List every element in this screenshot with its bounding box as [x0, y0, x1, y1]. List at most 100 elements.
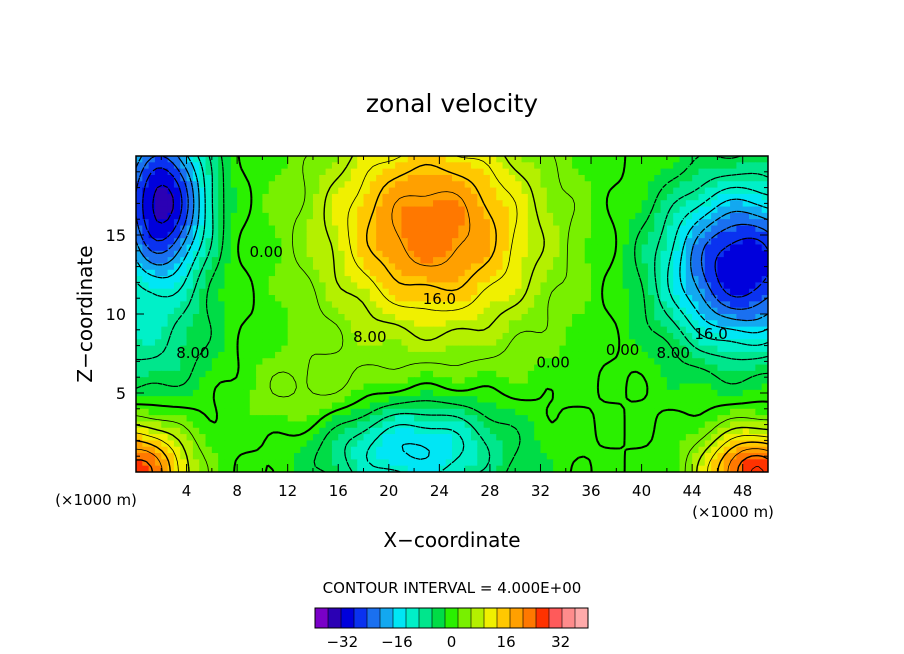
field-cell [376, 174, 384, 182]
field-cell [445, 212, 453, 220]
field-cell [496, 257, 504, 265]
field-cell [407, 200, 415, 208]
field-cell [698, 238, 706, 246]
field-cell [433, 200, 440, 208]
field-cell [350, 421, 358, 429]
field-cell [180, 396, 188, 404]
field-cell [192, 193, 200, 201]
field-cell [723, 345, 731, 353]
field-cell [711, 200, 719, 208]
field-cell [641, 326, 649, 334]
field-cell [553, 212, 561, 220]
field-cell [736, 295, 744, 302]
field-cell [515, 301, 523, 309]
field-cell [610, 408, 617, 416]
field-cell [717, 225, 725, 233]
field-cell [350, 320, 358, 328]
field-cell [363, 244, 371, 252]
field-cell [445, 358, 453, 366]
field-cell [167, 301, 175, 309]
field-cell [268, 459, 276, 467]
field-cell [331, 206, 339, 214]
field-cell [515, 446, 523, 454]
field-cell [496, 389, 504, 397]
field-cell [262, 263, 270, 271]
field-cell [660, 263, 668, 271]
field-cell [591, 244, 598, 252]
field-cell [224, 427, 232, 435]
field-cell [136, 250, 143, 258]
field-cell [154, 421, 162, 429]
field-cell [433, 156, 440, 163]
field-cell [730, 225, 737, 233]
field-cell [610, 377, 617, 385]
field-cell [281, 345, 289, 353]
field-cell [173, 301, 181, 309]
field-cell [723, 383, 731, 391]
field-cell [546, 320, 554, 328]
field-cell [426, 212, 434, 220]
field-cell [521, 339, 529, 347]
field-cell [685, 446, 693, 454]
field-cell [673, 174, 681, 182]
field-cell [180, 389, 188, 397]
field-cell [224, 238, 232, 246]
field-cell [679, 345, 687, 353]
field-cell [319, 383, 327, 391]
field-cell [395, 181, 403, 189]
field-cell [205, 326, 213, 334]
field-cell [161, 358, 169, 366]
field-cell [376, 408, 384, 416]
field-cell [692, 250, 700, 258]
field-cell [319, 174, 327, 182]
field-cell [673, 225, 681, 233]
field-cell [344, 339, 352, 347]
field-cell [199, 440, 207, 448]
field-cell [205, 162, 213, 170]
field-cell [635, 295, 643, 302]
field-cell [496, 174, 504, 182]
field-cell [679, 459, 687, 467]
field-cell [635, 276, 643, 283]
field-cell [161, 434, 169, 441]
field-cell [666, 307, 674, 315]
field-cell [167, 345, 175, 353]
field-cell [698, 434, 706, 441]
field-cell [136, 307, 143, 315]
field-cell [237, 389, 245, 397]
field-cell [243, 168, 251, 176]
field-cell [647, 263, 655, 271]
field-cell [237, 250, 245, 258]
field-cell [610, 434, 617, 441]
field-cell [249, 314, 257, 321]
field-cell [445, 332, 453, 340]
field-cell [527, 244, 535, 252]
field-cell [426, 295, 434, 302]
field-cell [749, 276, 756, 283]
field-cell [218, 415, 226, 423]
field-cell [363, 396, 371, 404]
field-cell [344, 415, 352, 423]
field-cell [230, 351, 238, 359]
field-cell [300, 156, 308, 163]
field-cell [211, 295, 219, 302]
field-cell [262, 364, 270, 372]
field-cell [262, 250, 270, 258]
field-cell [508, 421, 516, 429]
field-cell [161, 446, 169, 454]
field-cell [218, 434, 226, 441]
field-cell [306, 193, 314, 201]
field-cell [294, 168, 301, 176]
field-cell [180, 446, 188, 454]
field-cell [540, 168, 548, 176]
field-cell [230, 345, 238, 353]
field-cell [477, 212, 485, 220]
field-cell [275, 326, 282, 334]
field-cell [647, 301, 655, 309]
field-cell [477, 301, 485, 309]
field-cell [230, 206, 238, 214]
field-cell [401, 427, 409, 435]
field-cell [711, 269, 719, 277]
field-cell [306, 288, 314, 296]
field-cell [433, 446, 440, 454]
